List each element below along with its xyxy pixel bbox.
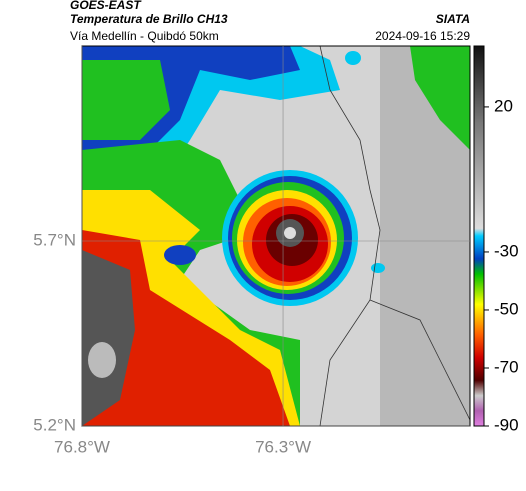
colorbar-tick-label: -90 bbox=[494, 415, 519, 434]
colorbar-tick-label: -70 bbox=[494, 357, 519, 376]
y-tick-label: 5.2°N bbox=[33, 415, 76, 434]
x-tick-label: 76.8°W bbox=[54, 437, 110, 456]
subtitle: Vía Medellín - Quibdó 50km bbox=[70, 29, 219, 43]
product: GOES-EAST bbox=[70, 0, 142, 12]
colorbar-tick-label: -50 bbox=[494, 299, 519, 318]
title: Temperatura de Brillo CH13 bbox=[70, 12, 228, 26]
imagery bbox=[82, 46, 470, 426]
colorbar bbox=[473, 45, 485, 427]
x-tick-label: 76.3°W bbox=[255, 437, 311, 456]
colorbar-tick-label: 20 bbox=[494, 96, 513, 115]
colorbar-tick-label: -30 bbox=[494, 241, 519, 260]
source: SIATA bbox=[436, 12, 470, 26]
y-tick-label: 5.7°N bbox=[33, 230, 76, 249]
timestamp: 2024-09-16 15:29 bbox=[375, 29, 470, 43]
